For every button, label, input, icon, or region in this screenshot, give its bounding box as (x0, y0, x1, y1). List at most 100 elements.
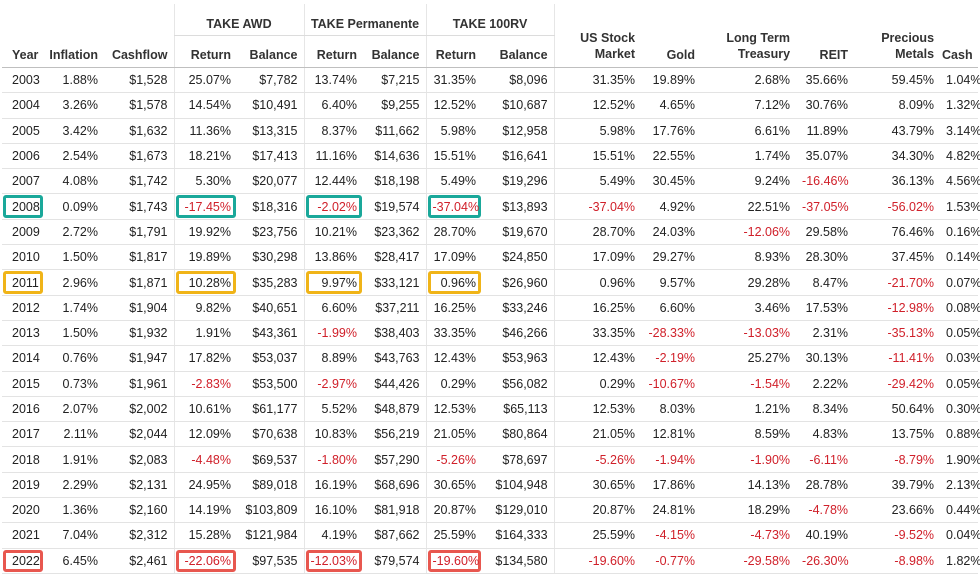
cell-value: 0.08% (946, 300, 980, 315)
cell-value: 18.21% (188, 149, 231, 164)
returns-table-view: Year Inflation Cashflow TAKE AWD TAKE Pe… (2, 4, 980, 574)
cell-value: 20.87% (592, 503, 636, 518)
cell-value: $87,662 (374, 528, 420, 543)
cell-awd-return: -4.48% (173, 446, 237, 473)
cell-perm-return: 10.21% (303, 219, 363, 246)
cell-value: 17.53% (805, 300, 849, 315)
table-row: 2019 2.29% $2,131 24.95% $89,018 16.19% $68,69… (2, 472, 980, 499)
cell-value: 1.88% (62, 73, 98, 88)
table-row: 2007 4.08% $1,742 5.30% $20,077 12.44% $18,198… (2, 168, 980, 195)
cell-perm-balance: $23,362 (363, 219, 427, 246)
cell-value: -10.67% (648, 376, 696, 391)
cell-awd-balance: $10,491 (237, 92, 304, 119)
cell-awd-return: 14.19% (173, 497, 237, 524)
cell-value: $79,574 (374, 553, 420, 568)
cell-value: 8.09% (898, 98, 935, 113)
cell-value: 36.13% (891, 174, 935, 189)
cell-long-term-treasury: 3.46% (701, 295, 797, 321)
cell-cash: 1.82% (940, 548, 980, 574)
cell-perm-balance: $28,417 (363, 244, 427, 271)
cell-value: $8,096 (509, 73, 548, 88)
cell-us-stock: 25.59% (553, 522, 642, 549)
cell-value: 2007 (12, 174, 40, 189)
cell-cashflow: $2,461 (104, 548, 174, 574)
cell-value: $2,160 (129, 503, 168, 518)
cell-precious-metals: -56.02% (854, 193, 941, 220)
cell-perm-return: 16.10% (303, 497, 363, 524)
cell-reit: -6.11% (796, 446, 855, 473)
cell-value: $57,290 (374, 452, 420, 467)
cell-value: $19,574 (374, 199, 420, 214)
cell-value: 0.44% (946, 503, 980, 518)
cell-value: $37,211 (375, 300, 420, 315)
cell-perm-return: 10.83% (303, 421, 363, 448)
cell-value: 6.40% (321, 98, 357, 113)
cell-value: 17.82% (188, 351, 231, 366)
cell-value: $1,961 (129, 376, 168, 391)
cell-value: 6.45% (62, 553, 98, 568)
cell-long-term-treasury: -1.90% (701, 446, 797, 473)
cell-awd-return: 19.92% (173, 219, 237, 246)
cell-inflation: 1.50% (44, 320, 104, 347)
cell-value: $68,696 (374, 477, 420, 492)
cell-value: -5.26% (436, 452, 477, 467)
cell-precious-metals: 59.45% (854, 67, 941, 94)
cell-cashflow: $1,742 (104, 168, 174, 195)
cell-awd-return: 11.36% (173, 118, 237, 144)
cell-cashflow: $2,160 (104, 497, 174, 524)
cell-value: 5.98% (440, 123, 477, 138)
cell-value: 30.13% (805, 351, 849, 366)
cell-value: -1.90% (750, 452, 791, 467)
cell-value: 15.51% (433, 149, 477, 164)
cell-value: 12.52% (433, 98, 477, 113)
cell-value: 8.37% (321, 123, 357, 138)
cell-value: 14.13% (747, 477, 791, 492)
cell-value: 5.49% (440, 174, 477, 189)
cell-long-term-treasury: -29.58% (701, 548, 797, 574)
col-awd-return: Return (173, 35, 237, 68)
cell-value: $30,298 (252, 250, 298, 265)
cell-awd-balance: $7,782 (237, 67, 304, 94)
cell-value: $121,984 (245, 528, 298, 543)
cell-value: $53,037 (252, 351, 298, 366)
cell-value: 17.09% (592, 250, 636, 265)
table-row: 2022 6.45% $2,461 -22.06% $97,535 -12.03% $79,… (2, 548, 980, 574)
cell-long-term-treasury: 9.24% (701, 168, 797, 195)
cell-year: 2020 (2, 497, 44, 524)
col-us-stock-line2: Market (594, 47, 636, 61)
cell-value: 9.57% (659, 275, 696, 290)
cell-value: -26.30% (802, 553, 849, 568)
cell-value: 25.27% (747, 351, 791, 366)
cell-value: -9.52% (894, 528, 935, 543)
cell-value: 22.51% (747, 199, 791, 214)
cell-rv-balance: $13,893 (482, 193, 555, 220)
cell-value: 0.30% (946, 402, 980, 416)
cell-value: 28.30% (805, 250, 849, 265)
cell-cashflow: $1,743 (104, 193, 174, 220)
cell-cashflow: $2,044 (104, 421, 174, 448)
cell-long-term-treasury: -1.54% (701, 371, 797, 397)
cell-value: $65,113 (503, 402, 548, 416)
cell-value: 6.60% (321, 300, 357, 315)
cell-value: -29.42% (887, 376, 935, 391)
cell-rv-return: 30.65% (425, 472, 483, 499)
cell-value: 2006 (12, 149, 40, 164)
cell-value: 0.07% (946, 275, 980, 290)
cell-value: $33,121 (374, 275, 420, 290)
cell-value: $56,219 (374, 427, 420, 442)
cell-value: 10.28% (188, 275, 231, 290)
cell-us-stock: 12.52% (553, 92, 642, 119)
cell-value: $134,580 (495, 553, 548, 568)
cell-rv-return: 0.29% (425, 371, 483, 397)
cell-perm-balance: $79,574 (363, 548, 427, 574)
cell-precious-metals: 43.79% (854, 118, 941, 144)
cell-precious-metals: -8.98% (854, 548, 941, 574)
cell-value: 28.70% (592, 224, 636, 239)
cell-value: 14.54% (188, 98, 231, 113)
cell-perm-return: 5.52% (303, 396, 363, 423)
cell-value: $1,632 (129, 123, 168, 138)
cell-value: 8.34% (812, 402, 849, 416)
table-row: 2012 1.74% $1,904 9.82% $40,651 6.60% $37,211 1… (2, 295, 980, 321)
cell-value: 25.07% (188, 73, 231, 88)
cell-value: -29.58% (743, 553, 791, 568)
